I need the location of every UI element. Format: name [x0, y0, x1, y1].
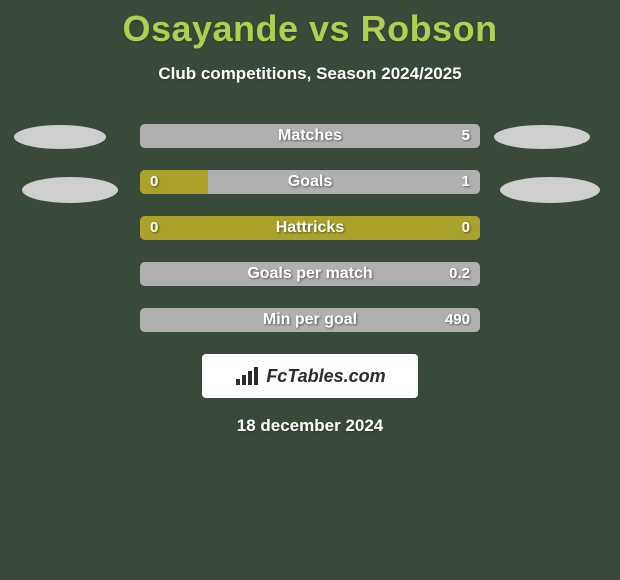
stat-label: Matches [140, 124, 480, 148]
brand-text: FcTables.com [266, 366, 385, 387]
player-left-ellipse-1 [14, 125, 106, 149]
stat-value-left: 0 [150, 170, 158, 194]
stat-row: Hattricks0 0 [140, 216, 480, 240]
stat-value-right: 0.2 [449, 262, 470, 286]
stat-label: Min per goal [140, 308, 480, 332]
page-subtitle: Club competitions, Season 2024/2025 [0, 64, 620, 84]
stat-value-left: 0 [150, 216, 158, 240]
brand-box[interactable]: FcTables.com [202, 354, 418, 398]
stat-row: Goals0 1 [140, 170, 480, 194]
stat-bars: Matches5Goals01Hattricks00Goals per matc… [140, 124, 480, 332]
stat-value-right: 490 [445, 308, 470, 332]
stat-label: Goals [140, 170, 480, 194]
stat-label: Hattricks [140, 216, 480, 240]
stat-value-right: 5 [462, 124, 470, 148]
page-date: 18 december 2024 [0, 416, 620, 436]
player-right-ellipse-1 [494, 125, 590, 149]
stat-value-right: 0 [462, 216, 470, 240]
page-title: Osayande vs Robson [0, 0, 620, 50]
player-right-ellipse-2 [500, 177, 600, 203]
comparison-canvas: Osayande vs Robson Club competitions, Se… [0, 0, 620, 580]
stat-row: Matches5 [140, 124, 480, 148]
stat-row: Goals per match0.2 [140, 262, 480, 286]
stat-row: Min per goal490 [140, 308, 480, 332]
player-left-ellipse-2 [22, 177, 118, 203]
stat-label: Goals per match [140, 262, 480, 286]
stat-value-right: 1 [462, 170, 470, 194]
bars-chart-icon [234, 365, 260, 387]
